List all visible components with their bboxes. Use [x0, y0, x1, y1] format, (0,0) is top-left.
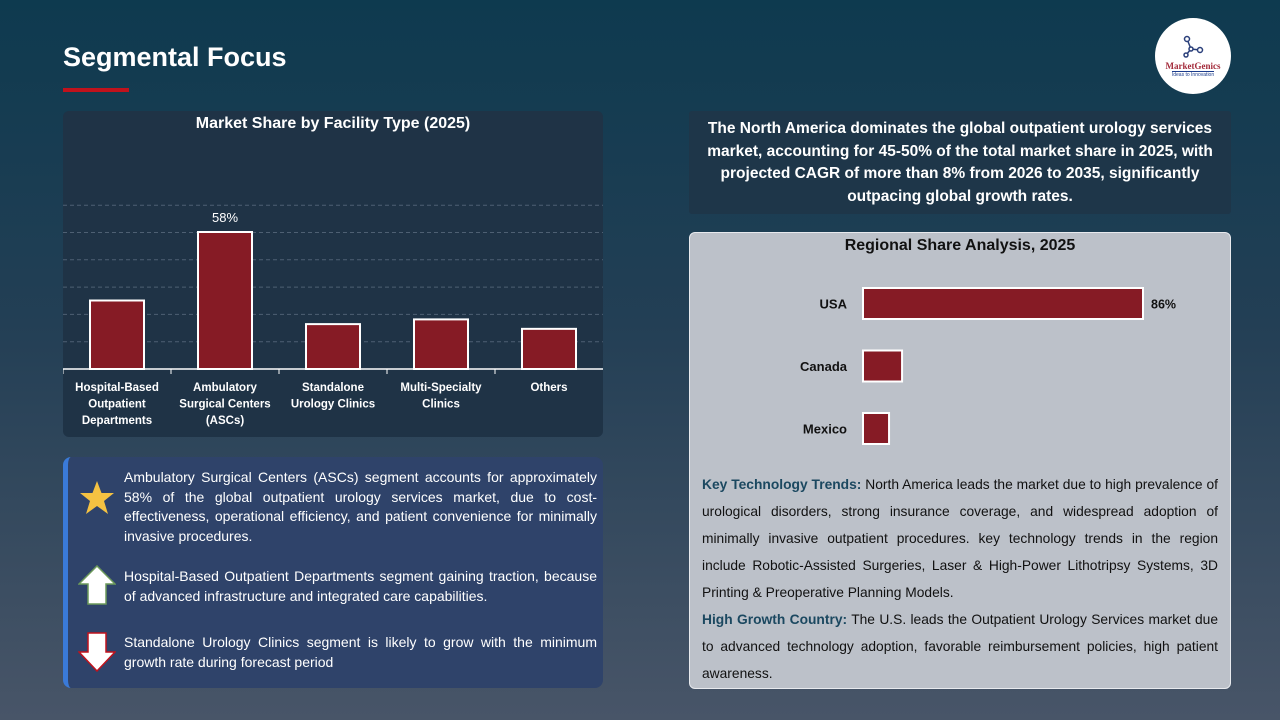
growth-country-text: The U.S. leads the Outpatient Urology Se…	[702, 612, 1218, 681]
insight-text: Standalone Urology Clinics segment is li…	[124, 634, 597, 670]
molecule-icon	[1183, 35, 1204, 58]
page-title: Segmental Focus	[63, 42, 287, 72]
insight-text: Hospital-Based Outpatient Departments se…	[124, 568, 597, 604]
bar	[89, 299, 145, 370]
category-label: Urology Clinics	[291, 399, 375, 411]
arrow-down-icon	[78, 632, 116, 672]
trends-text: Key Technology Trends: North America lea…	[702, 471, 1218, 687]
title-underline	[63, 88, 129, 92]
data-label: 86%	[1151, 298, 1176, 312]
bar	[862, 349, 904, 383]
category-label: Multi-Specialty	[400, 382, 482, 394]
star-icon	[80, 481, 114, 514]
category-label: Outpatient	[88, 399, 146, 411]
chart-title: Regional Share Analysis, 2025	[844, 237, 1076, 254]
bar	[521, 327, 577, 371]
category-label: Surgical Centers	[179, 399, 270, 411]
category-label: Canada	[800, 359, 848, 374]
category-label: Hospital-Based	[75, 382, 159, 394]
logo: MarketGenics Ideas to Innovation	[1155, 18, 1231, 94]
bar	[862, 287, 1144, 320]
category-label: USA	[820, 297, 848, 312]
key-trends-text: North America leads the market due to hi…	[702, 477, 1218, 600]
data-label: 58%	[212, 210, 238, 225]
summary-text: The North America dominates the global o…	[689, 111, 1231, 214]
growth-country-label: High Growth Country:	[702, 612, 848, 627]
category-label: (ASCs)	[206, 415, 245, 427]
category-label: Standalone	[302, 382, 364, 394]
logo-tagline: Ideas to Innovation	[1171, 70, 1215, 78]
category-label: Clinics	[422, 399, 460, 411]
category-label: Mexico	[803, 422, 847, 437]
insights-panel: Ambulatory Surgical Centers (ASCs) segme…	[63, 457, 603, 688]
bar	[413, 318, 469, 370]
chart-title: Market Share by Facility Type (2025)	[195, 115, 471, 132]
insight-text: Ambulatory Surgical Centers (ASCs) segme…	[124, 469, 597, 544]
category-label: Others	[530, 382, 567, 394]
key-trends-label: Key Technology Trends:	[702, 477, 862, 492]
logo-name: MarketGenics	[1165, 60, 1221, 71]
category-label: Ambulatory	[193, 382, 258, 394]
regional-share-panel: Regional Share Analysis, 2025 USA 86% Cana…	[689, 232, 1231, 689]
category-label: Departments	[82, 415, 152, 427]
bar	[305, 323, 361, 371]
arrow-up-icon	[78, 565, 116, 605]
bar	[197, 231, 253, 370]
facility-share-chart: Market Share by Facility Type (2025) Hos…	[63, 111, 603, 437]
bar	[862, 412, 891, 445]
